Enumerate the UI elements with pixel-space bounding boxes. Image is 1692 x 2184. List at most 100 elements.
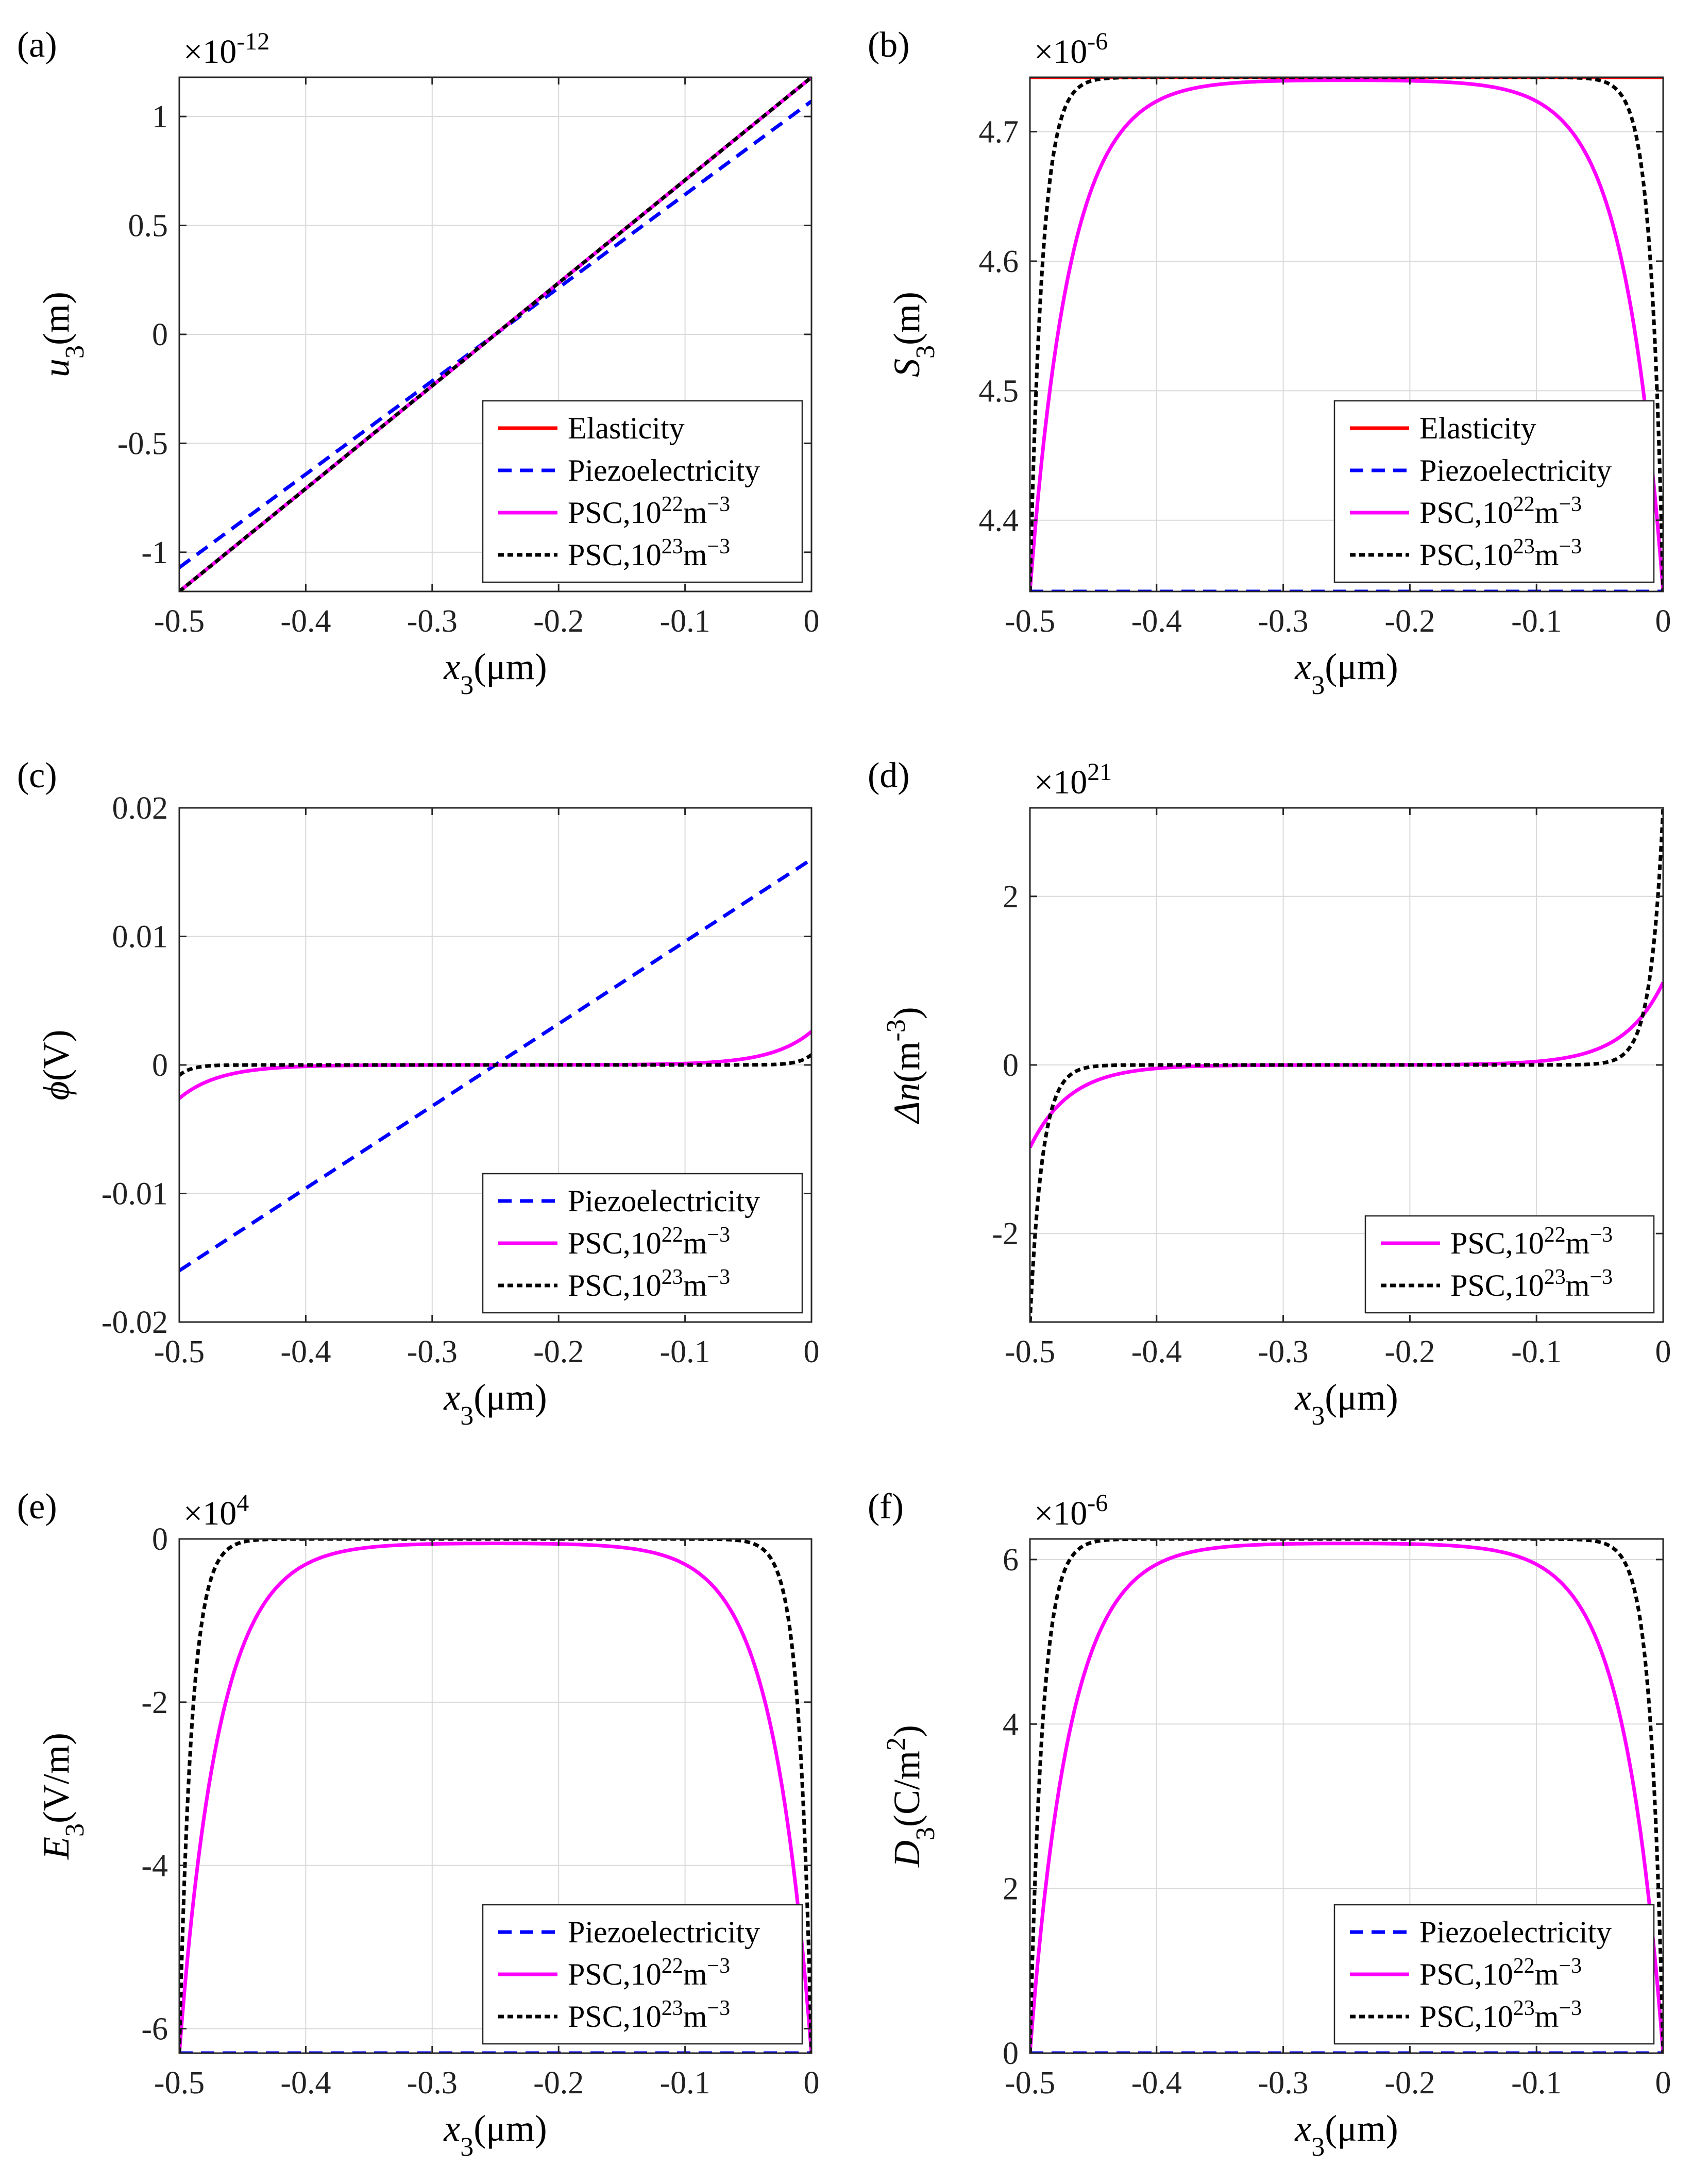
- y-tick-label: 0.01: [112, 920, 168, 955]
- x-tick-label: -0.5: [154, 2066, 205, 2101]
- panel-f: -0.5 -0.4 -0.3 -0.2 -0.1 0 0 2 4 6 (f) ×10-6 x3(μm) D…: [868, 1487, 1671, 2162]
- y-tick-label: -1: [141, 535, 168, 570]
- x-tick-label: -0.3: [1258, 2066, 1309, 2101]
- panel-e: -0.5 -0.4 -0.3 -0.2 -0.1 0 -6 -4 -2 0 (e) ×104 x3(μm…: [17, 1487, 820, 2162]
- panel-label: (f): [868, 1487, 904, 1527]
- legend-entry-label: PSC,1023m−3: [568, 1996, 730, 2034]
- x-tick-label: -0.4: [280, 2066, 331, 2101]
- x-tick-label: -0.3: [1258, 604, 1309, 639]
- legend-entry-label: PSC,1022m−3: [1450, 1223, 1613, 1260]
- x-tick-label: -0.5: [1005, 604, 1055, 639]
- series-line-psc-10-22: [1030, 78, 1663, 591]
- legend-entry-label: PSC,1023m−3: [1419, 535, 1582, 572]
- legend-entry-label: PSC,1023m−3: [1419, 1996, 1582, 2034]
- series-line-psc-10-22: [179, 1542, 811, 2053]
- y-multiplier: ×104: [183, 1489, 249, 1533]
- legend-entry-label: PSC,1022m−3: [568, 1954, 730, 1991]
- x-tick-label: -0.2: [1384, 1334, 1435, 1369]
- x-tick-label: 0: [804, 604, 820, 639]
- series-group: [1030, 808, 1663, 1322]
- x-tick-label: -0.2: [533, 604, 584, 639]
- y-tick-label: -0.01: [101, 1177, 168, 1212]
- panel-c: -0.5 -0.4 -0.3 -0.2 -0.1 0 -0.02 -0.01 0 0.01 0.02…: [17, 756, 820, 1431]
- y-tick-label: 4.4: [979, 503, 1019, 538]
- legend-entry-label: Piezoelectricity: [568, 1915, 760, 1949]
- y-tick-label: 1: [152, 99, 168, 134]
- x-tick-label: -0.3: [1258, 1334, 1309, 1369]
- y-tick-label: 0: [1003, 1048, 1019, 1083]
- x-axis-label: x3(μm): [1294, 1377, 1398, 1431]
- legend-entry-label: PSC,1022m−3: [568, 1223, 730, 1260]
- y-multiplier: ×1021: [1034, 758, 1112, 802]
- y-axis-label: u3(m): [36, 292, 90, 377]
- y-tick-label: 0.02: [112, 791, 168, 826]
- y-multiplier: ×10-6: [1034, 28, 1108, 71]
- x-axis-label: x3(μm): [443, 1377, 547, 1431]
- series-line-psc-10-23: [179, 77, 811, 591]
- y-axis-label: E3(V/m): [36, 1733, 90, 1860]
- axes-box: [1029, 1538, 1664, 2054]
- x-tick-label: -0.4: [1131, 1334, 1182, 1369]
- y-tick-label: -0.02: [101, 1305, 168, 1340]
- legend-entry-label: PSC,1022m−3: [1419, 493, 1582, 530]
- y-tick-label: -6: [141, 2011, 168, 2046]
- x-tick-label: 0: [1655, 604, 1671, 639]
- series-line-psc-10-23: [179, 1053, 811, 1077]
- legend-entry-label: PSC,1022m−3: [568, 493, 730, 530]
- y-tick-label: 0: [152, 1048, 168, 1083]
- x-axis-label: x3(μm): [443, 2108, 547, 2162]
- x-axis-label: x3(μm): [1294, 2108, 1398, 2162]
- x-tick-label: 0: [1655, 1334, 1671, 1369]
- x-tick-label: -0.1: [660, 604, 710, 639]
- axes-box: [178, 1538, 813, 2054]
- legend-entry-label: Piezoelectricity: [568, 1184, 760, 1218]
- y-tick-label: 4.7: [979, 115, 1019, 150]
- x-tick-label: -0.3: [407, 2066, 458, 2101]
- x-tick-label: -0.4: [1131, 2066, 1182, 2101]
- x-tick-label: -0.2: [1384, 604, 1435, 639]
- panel-a: -0.5 -0.4 -0.3 -0.2 -0.1 0 -1 -0.5 0 0.5 1 (a) ×10-1…: [17, 25, 820, 700]
- x-axis-label: x3(μm): [443, 646, 547, 700]
- y-tick-label: 2: [1003, 879, 1019, 915]
- x-tick-label: -0.2: [533, 1334, 584, 1369]
- legend: Piezoelectricity PSC,1022m−3 PSC,1023m−3: [482, 1173, 803, 1314]
- y-tick-label: 4: [1003, 1707, 1019, 1742]
- legend-entry-label: Piezoelectricity: [1419, 1915, 1612, 1949]
- legend: Piezoelectricity PSC,1022m−3 PSC,1023m−3: [1333, 1904, 1655, 2045]
- series-group: [179, 77, 811, 591]
- y-tick-label: 6: [1003, 1543, 1019, 1578]
- panel-d: -0.5 -0.4 -0.3 -0.2 -0.1 0 -2 0 2 (d) ×1021 x3(μm) Δ…: [868, 756, 1671, 1431]
- y-tick-label: -2: [141, 1685, 168, 1720]
- y-axis-label: Δn(m-3): [882, 1007, 928, 1125]
- legend-entry-label: PSC,1023m−3: [1450, 1265, 1613, 1302]
- series-line-psc-10-23: [1030, 808, 1663, 1322]
- x-tick-label: -0.3: [407, 1334, 458, 1369]
- panel-b: -0.5 -0.4 -0.3 -0.2 -0.1 0 4.4 4.5 4.6 4.7 (b) ×10-…: [868, 25, 1671, 700]
- y-tick-label: 2: [1003, 1872, 1019, 1907]
- x-tick-label: -0.1: [1511, 2066, 1562, 2101]
- x-tick-label: -0.2: [533, 2066, 584, 2101]
- x-tick-label: 0: [804, 1334, 820, 1369]
- y-tick-label: 4.6: [979, 244, 1019, 279]
- x-axis-label: x3(μm): [1294, 646, 1398, 700]
- x-tick-label: -0.5: [1005, 2066, 1055, 2101]
- x-tick-label: -0.3: [407, 604, 458, 639]
- y-tick-label: 0: [1003, 2036, 1019, 2071]
- y-multiplier: ×10-12: [183, 28, 269, 71]
- legend-entry-label: PSC,1023m−3: [568, 535, 730, 572]
- x-tick-label: -0.2: [1384, 2066, 1435, 2101]
- x-tick-label: -0.4: [280, 604, 331, 639]
- x-tick-label: 0: [1655, 2066, 1671, 2101]
- panel-label: (e): [17, 1487, 57, 1527]
- series-group: [179, 857, 811, 1273]
- panel-label: (c): [17, 756, 57, 795]
- panel-label: (d): [868, 756, 910, 795]
- panel-label: (b): [868, 25, 910, 65]
- panel-label: (a): [17, 25, 57, 65]
- x-tick-label: -0.4: [280, 1334, 331, 1369]
- legend-entry-label: PSC,1022m−3: [1419, 1954, 1582, 1991]
- y-tick-label: -4: [141, 1849, 168, 1884]
- series-line-psc-10-22: [1030, 1542, 1663, 2053]
- legend: Piezoelectricity PSC,1022m−3 PSC,1023m−3: [482, 1904, 803, 2045]
